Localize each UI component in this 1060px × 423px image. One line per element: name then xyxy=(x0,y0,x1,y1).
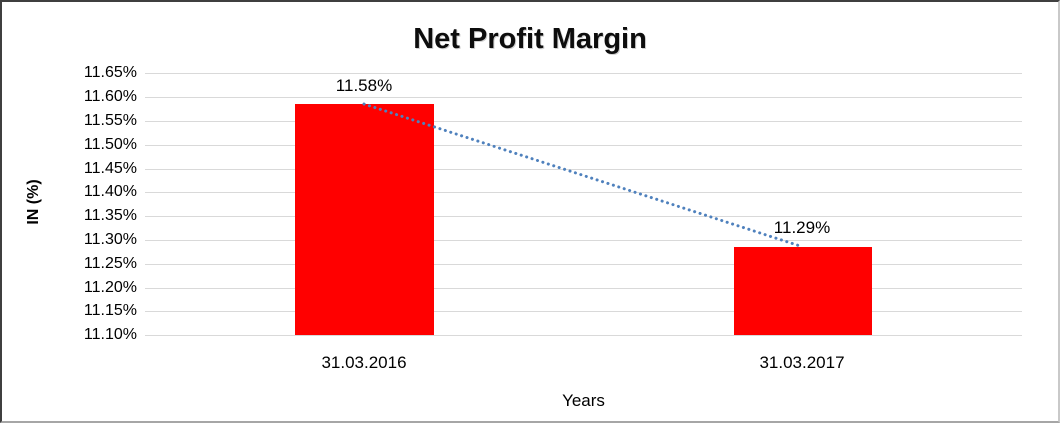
ytick-label: 11.60% xyxy=(83,88,137,105)
gridline xyxy=(145,192,1022,193)
data-label-2016: 11.58% xyxy=(335,76,393,95)
xtick-label-2016: 31.03.2016 xyxy=(321,353,407,372)
ytick-label: 11.65% xyxy=(83,64,137,81)
ytick-label: 11.50% xyxy=(83,135,137,153)
gridline xyxy=(145,121,1022,122)
x-axis-title: Years xyxy=(562,391,605,410)
ytick-label: 11.10% xyxy=(83,326,137,343)
gridline xyxy=(145,335,1022,336)
ytick-label: 11.40% xyxy=(83,183,137,200)
bar-31-03-2017 xyxy=(734,247,872,335)
ytick-label: 11.35% xyxy=(83,207,137,224)
gridline xyxy=(145,287,1022,289)
gridline xyxy=(145,311,1022,312)
xtick-label-2017: 31.03.2017 xyxy=(759,353,845,372)
gridline xyxy=(145,144,1022,146)
ytick-label: 11.15% xyxy=(83,302,137,319)
gridline xyxy=(145,216,1022,217)
gridline xyxy=(145,263,1022,265)
ytick-label: 11.45% xyxy=(83,159,137,177)
data-label-2017: 11.29% xyxy=(773,218,831,237)
gridline xyxy=(145,97,1022,98)
plot-area xyxy=(145,73,1022,336)
gridline xyxy=(145,240,1022,241)
ytick-label: 11.55% xyxy=(83,112,137,129)
gridline xyxy=(145,73,1022,74)
chart-title: Net Profit Margin xyxy=(413,23,647,55)
bar-31-03-2016 xyxy=(295,104,434,335)
trendline xyxy=(362,102,802,248)
gridline xyxy=(145,168,1022,170)
ytick-label: 11.30% xyxy=(83,231,137,248)
ytick-label: 11.25% xyxy=(83,254,137,272)
y-axis-title: IN (%) xyxy=(25,179,42,225)
ytick-label: 11.20% xyxy=(83,278,137,296)
